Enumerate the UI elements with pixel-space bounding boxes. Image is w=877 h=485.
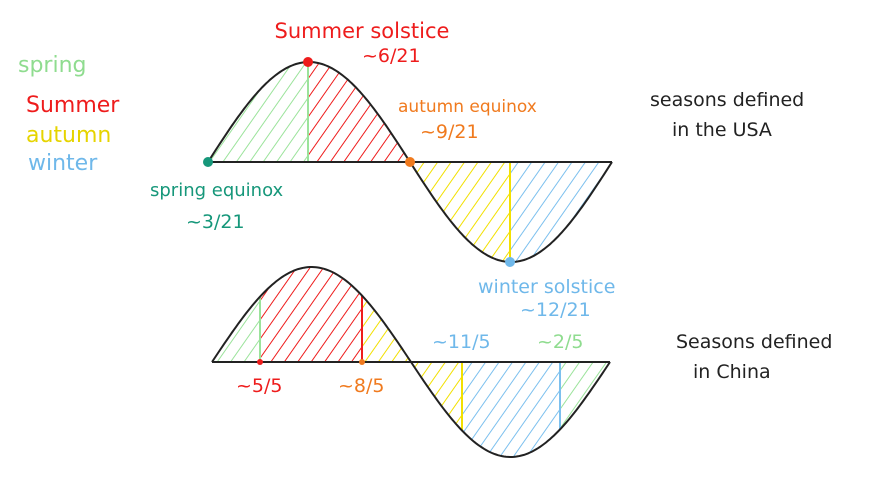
season-region — [410, 162, 510, 262]
marker-dot — [303, 57, 313, 68]
china-date: ~8/5 — [338, 375, 385, 397]
marker-dot — [405, 157, 415, 167]
marker-dot — [505, 256, 515, 267]
legend-autumn: autumn — [26, 123, 111, 148]
summer-solstice-label: Summer solstice — [275, 19, 450, 43]
marker-dot — [359, 359, 365, 365]
season-region — [510, 162, 612, 262]
marker-dot — [203, 157, 213, 167]
season-region — [462, 362, 560, 457]
china-caption: Seasons defined — [676, 331, 832, 353]
usa-caption: seasons defined — [650, 89, 804, 111]
season-region — [308, 62, 410, 162]
china-date: ~11/5 — [432, 331, 491, 353]
usa-caption: in the USA — [672, 119, 772, 141]
spring-equinox-date: ~3/21 — [186, 211, 245, 233]
china-date: ~2/5 — [537, 331, 584, 353]
summer-solstice-date: ~6/21 — [362, 45, 421, 67]
autumn-equinox-label: autumn equinox — [398, 97, 537, 117]
season-region — [411, 362, 462, 431]
season-region — [208, 62, 308, 162]
spring-equinox-label: spring equinox — [150, 180, 284, 201]
waves — [203, 57, 613, 458]
legend-spring: spring — [18, 53, 87, 78]
legend-summer: Summer — [26, 93, 120, 118]
winter-solstice-label: winter solstice — [478, 276, 615, 298]
autumn-equinox-date: ~9/21 — [420, 121, 479, 143]
winter-solstice-date: ~12/21 — [520, 299, 591, 321]
season-region — [260, 267, 362, 362]
china-caption: in China — [693, 361, 771, 383]
marker-dot — [257, 359, 263, 365]
legend-winter: winter — [28, 151, 98, 176]
china-date: ~5/5 — [236, 375, 283, 397]
